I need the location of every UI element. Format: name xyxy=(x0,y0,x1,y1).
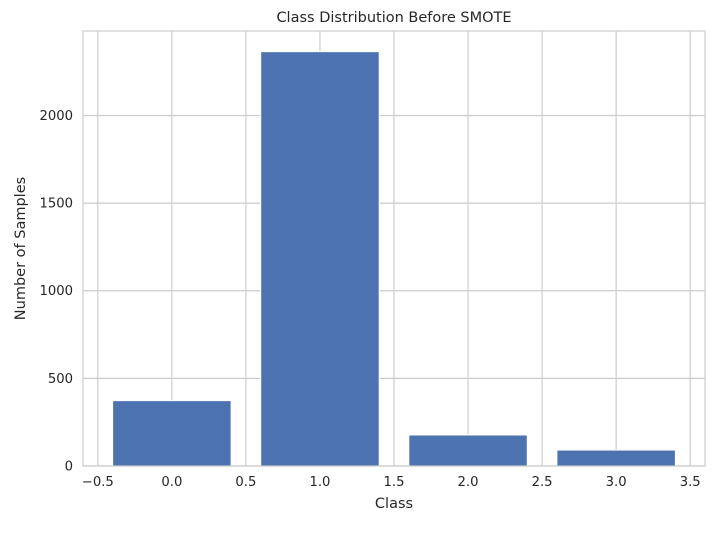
y-tick-label: 1500 xyxy=(39,197,73,212)
x-tick-label: 2.0 xyxy=(458,475,479,490)
x-tick-label: 1.0 xyxy=(309,475,330,490)
x-tick-label: 0.5 xyxy=(235,475,256,490)
bar-class-2 xyxy=(408,434,528,467)
bar-class-3 xyxy=(556,449,676,467)
x-tick-label: 1.5 xyxy=(384,475,405,490)
y-tick-label: 0 xyxy=(65,460,73,475)
x-tick-label: 0.0 xyxy=(161,475,182,490)
y-tick-label: 500 xyxy=(48,372,73,387)
grid xyxy=(83,31,705,467)
y-axis-label: Number of Samples xyxy=(13,177,29,320)
x-tick-label: 2.5 xyxy=(532,475,553,490)
plot-frame xyxy=(82,30,706,467)
bar-class-1 xyxy=(260,51,380,467)
bars xyxy=(112,51,676,467)
y-axis-ticks: 0 500 1000 1500 2000 xyxy=(39,109,73,475)
y-tick-label: 1000 xyxy=(39,284,73,299)
x-axis-label: Class xyxy=(375,496,413,512)
x-axis-ticks: −0.5 0.0 0.5 1.0 1.5 2.0 2.5 3.0 3.5 xyxy=(82,475,701,490)
chart-title: Class Distribution Before SMOTE xyxy=(276,10,511,26)
y-tick-label: 2000 xyxy=(39,109,73,124)
x-tick-label: 3.5 xyxy=(680,475,701,490)
x-tick-label: 3.0 xyxy=(606,475,627,490)
bar-class-0 xyxy=(112,400,232,467)
x-tick-label: −0.5 xyxy=(82,475,114,490)
